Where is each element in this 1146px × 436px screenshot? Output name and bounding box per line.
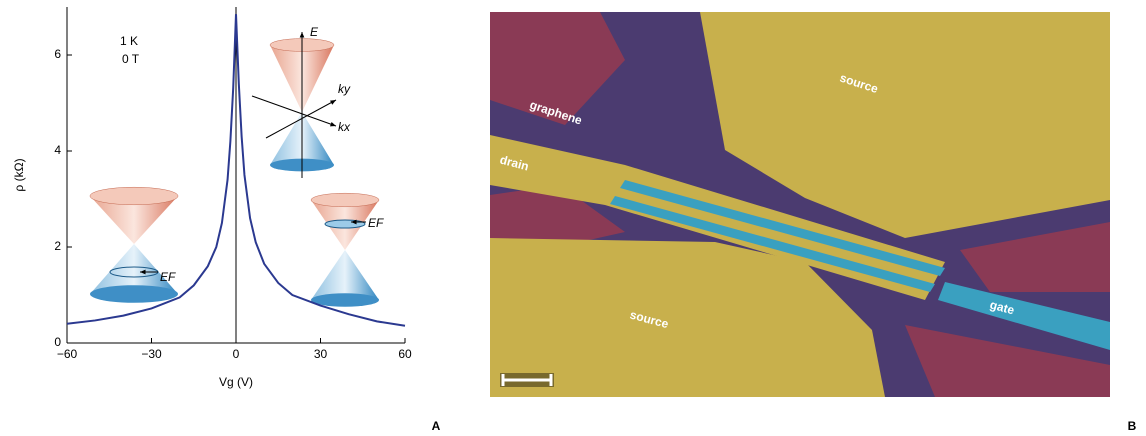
x-tick-label: 60: [398, 347, 412, 361]
annotation: 1 K: [120, 34, 138, 48]
annotation: 0 T: [122, 52, 140, 66]
cone-rim: [90, 285, 178, 303]
x-tick-label: 0: [233, 347, 240, 361]
fermi-level: [325, 220, 365, 228]
x-tick-label: −30: [141, 347, 162, 361]
annotation: EF: [160, 270, 176, 284]
annotation: E: [310, 25, 319, 39]
annotation: kx: [338, 120, 351, 134]
annotation: EF: [368, 216, 384, 230]
y-tick-label: 6: [54, 47, 61, 61]
x-tick-label: 30: [314, 347, 328, 361]
cone-lower: [311, 250, 379, 300]
device-image: graphene drain source source gate: [490, 12, 1110, 397]
panel-label: B: [1128, 419, 1137, 433]
cone-rim: [311, 193, 379, 207]
y-axis-label: ρ (kΩ): [12, 158, 26, 191]
cone-rim: [90, 187, 178, 205]
x-axis-label: Vg (V): [219, 375, 253, 389]
arrow-head: [330, 122, 336, 126]
y-tick-label: 4: [54, 143, 61, 157]
arrow-head: [300, 32, 305, 38]
annotation: ky: [338, 82, 351, 96]
panel-label: A: [432, 419, 441, 433]
figure: ρ (kΩ) Vg (V) 1 K 0 T 0246−60−3003060Eky…: [0, 0, 1146, 436]
arrow: [252, 96, 336, 126]
y-tick-label: 2: [54, 239, 61, 253]
x-tick-label: −60: [57, 347, 78, 361]
